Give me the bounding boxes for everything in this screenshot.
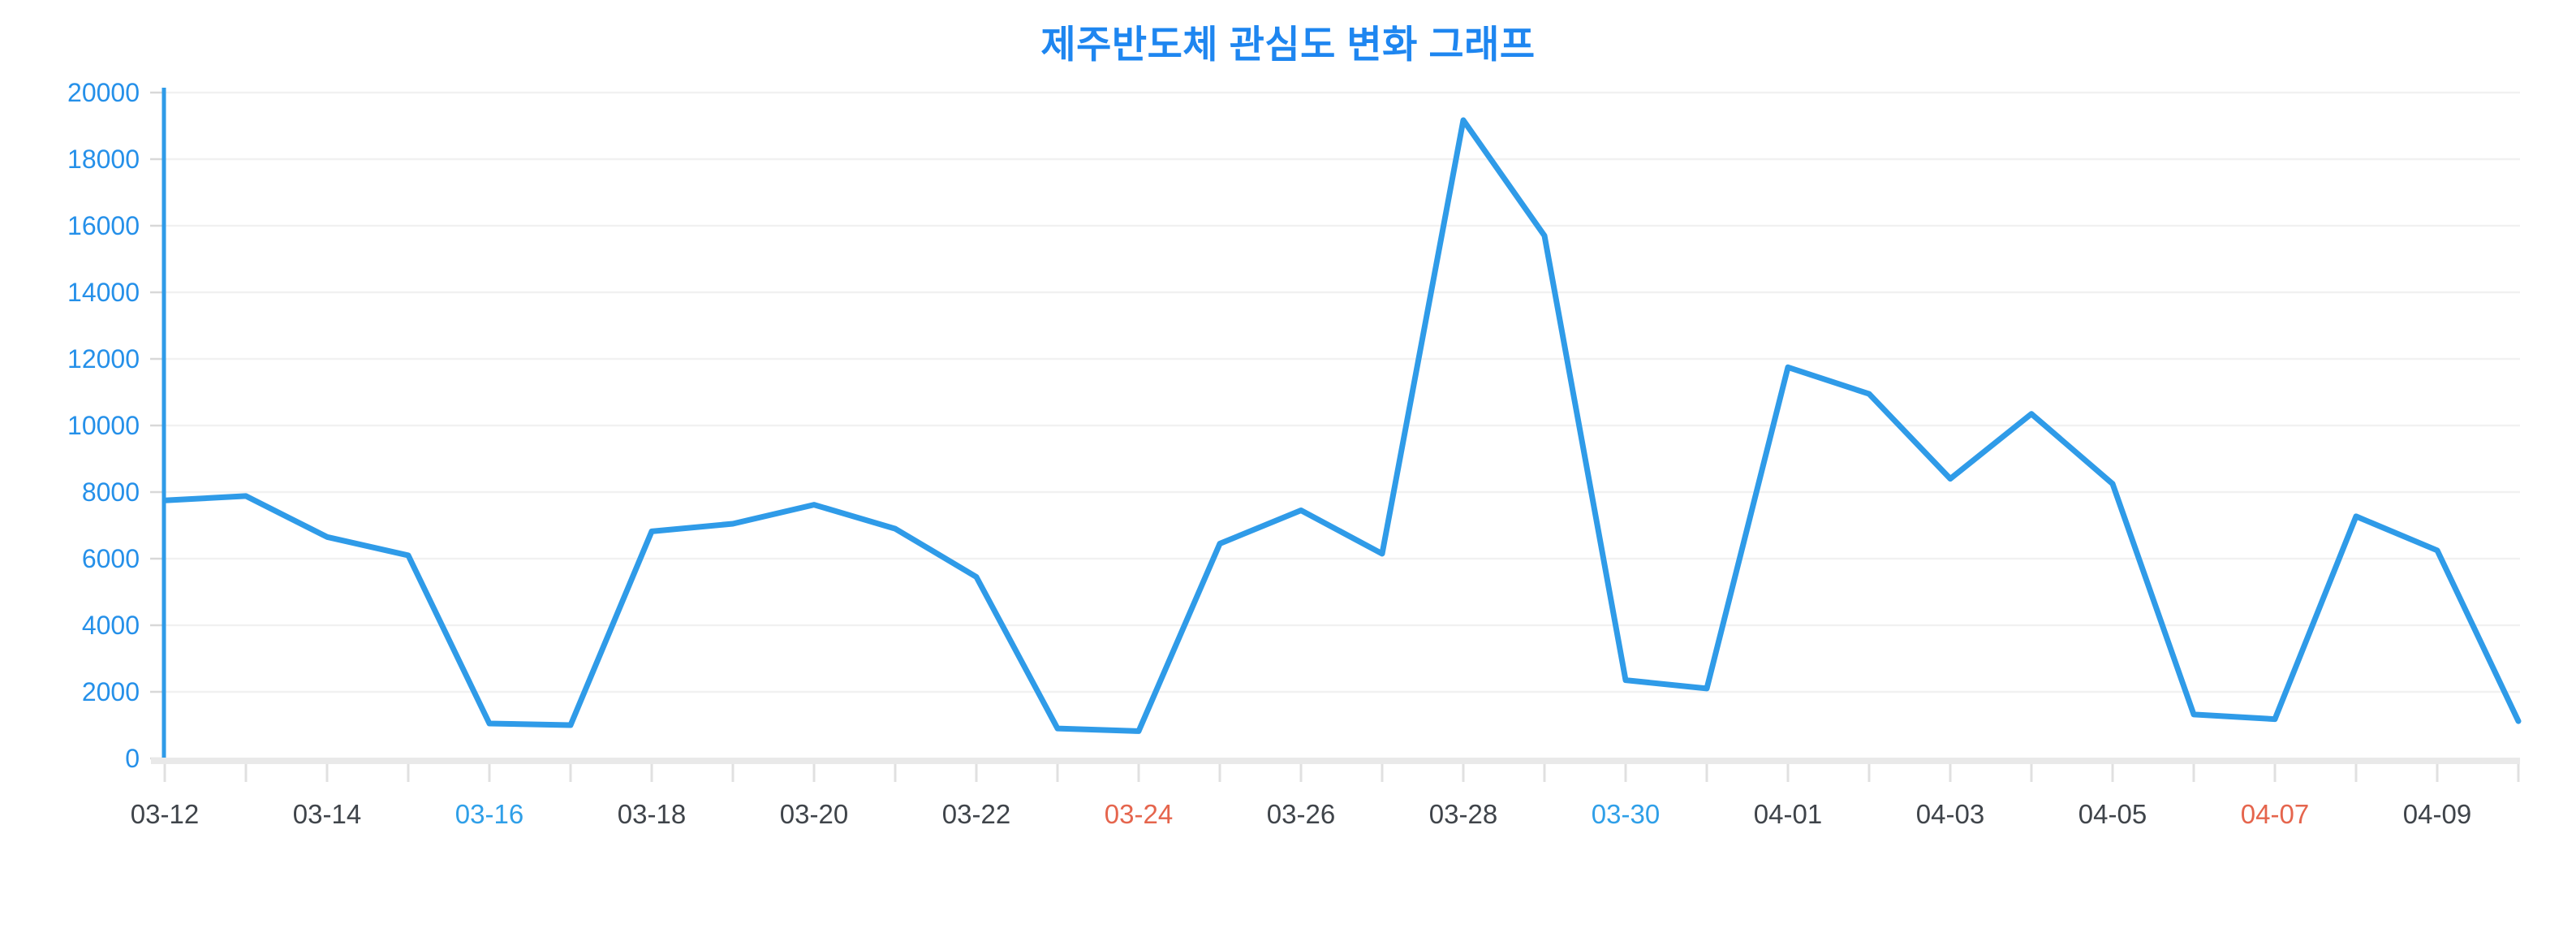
x-axis-label: 03-22 [942, 799, 1010, 829]
x-axis-label: 04-01 [1754, 799, 1822, 829]
x-axis-label: 04-05 [2078, 799, 2147, 829]
y-axis-label: 6000 [82, 544, 140, 573]
x-axis-label: 03-12 [131, 799, 199, 829]
chart-title: 제주반도체 관심도 변화 그래프 [1040, 23, 1536, 66]
y-axis-label: 12000 [67, 344, 140, 374]
x-axis-label: 03-18 [618, 799, 686, 829]
x-axis-label: 03-30 [1592, 799, 1660, 829]
x-axis-line [151, 758, 2520, 764]
x-axis-label: 03-14 [293, 799, 361, 829]
x-axis-label: 04-07 [2241, 799, 2309, 829]
y-axis-label: 0 [125, 744, 140, 773]
x-axis-label: 03-16 [455, 799, 523, 829]
x-axis-label: 03-26 [1267, 799, 1335, 829]
y-axis-label: 8000 [82, 477, 140, 507]
y-axis-label: 20000 [67, 78, 140, 107]
x-axis-label: 03-28 [1429, 799, 1497, 829]
x-axis-label: 03-20 [780, 799, 848, 829]
x-axis-label: 04-09 [2403, 799, 2471, 829]
y-axis-label: 18000 [67, 145, 140, 174]
x-axis-label: 04-03 [1916, 799, 1984, 829]
x-axis-label: 03-24 [1105, 799, 1173, 829]
interest-line [162, 117, 2522, 734]
y-axis-label: 10000 [67, 411, 140, 440]
y-axis-label: 4000 [82, 611, 140, 640]
y-axis-label: 14000 [67, 278, 140, 307]
y-axis-label: 2000 [82, 677, 140, 706]
y-axis-label: 16000 [67, 211, 140, 240]
